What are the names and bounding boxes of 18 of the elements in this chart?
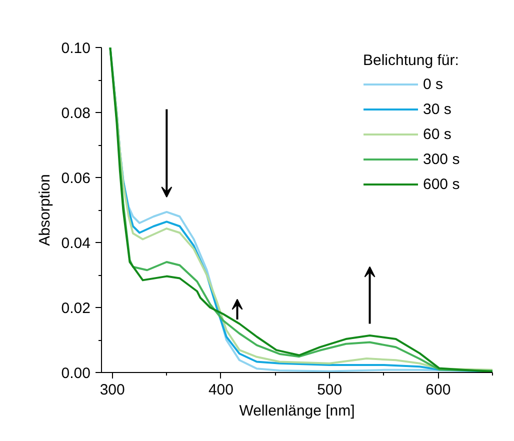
legend-label: 600 s — [423, 175, 460, 193]
y-tick-label: 0.08 — [61, 105, 91, 122]
y-tick-label: 0.02 — [61, 300, 91, 317]
x-tick-label: 500 — [317, 382, 342, 398]
legend-label: 30 s — [423, 100, 452, 118]
x-tick-label: 600 — [426, 382, 451, 398]
legend-label: 300 s — [423, 150, 460, 168]
y-tick-label: 0.06 — [61, 170, 91, 187]
x-tick-label: 400 — [208, 382, 234, 398]
y-axis-title: Absorption — [36, 174, 54, 246]
y-tick-label: 0.00 — [61, 365, 91, 382]
legend-label: 60 s — [423, 125, 452, 143]
y-tick-label: 0.10 — [61, 40, 91, 57]
y-tick-label: 0.04 — [61, 235, 91, 252]
legend-title: Belichtung für: — [363, 52, 460, 69]
x-axis-title: Wellenlänge [nm] — [239, 402, 355, 420]
legend-label: 0 s — [423, 75, 444, 93]
x-tick-label: 300 — [100, 382, 125, 398]
